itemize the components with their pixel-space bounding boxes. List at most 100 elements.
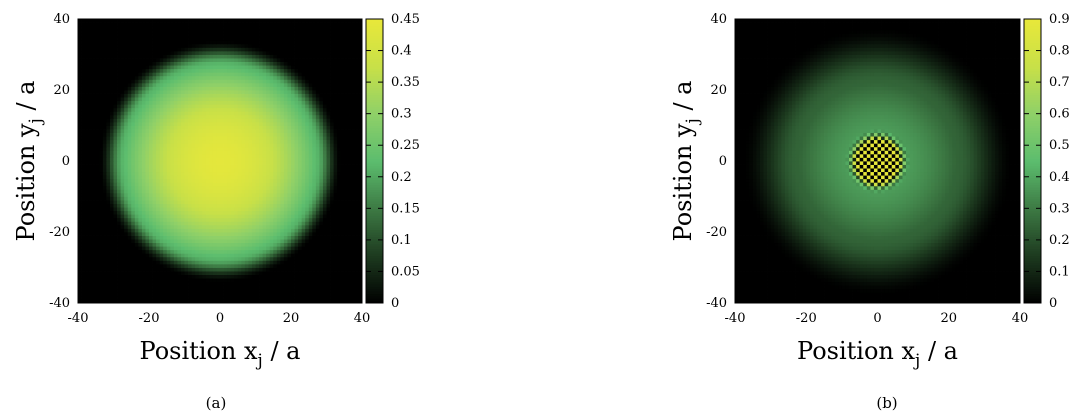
heatmap-cell [180, 136, 185, 141]
heatmap-cell [149, 217, 153, 222]
heatmap-cell [159, 203, 164, 208]
heatmap-cell [159, 90, 164, 94]
heatmap-cell [81, 292, 86, 297]
heatmap-cell [124, 288, 129, 293]
heatmap-cell [113, 263, 118, 268]
heatmap-cell [127, 217, 132, 222]
heatmap-cell [209, 143, 214, 148]
heatmap-cell [301, 139, 306, 144]
heatmap-cell [312, 299, 317, 304]
heatmap-cell [344, 210, 349, 215]
heatmap-cell [131, 175, 136, 180]
heatmap-cell [230, 111, 235, 116]
heatmap-cell [188, 292, 192, 297]
heatmap-cell [266, 217, 271, 222]
heatmap-cell [220, 256, 224, 261]
heatmap-cell [184, 86, 189, 91]
heatmap-cell [301, 221, 306, 226]
heatmap-cell [180, 210, 185, 215]
heatmap-cell [109, 104, 114, 109]
heatmap-cell [131, 153, 136, 158]
heatmap-cell [280, 132, 285, 137]
heatmap-cell [301, 161, 306, 165]
heatmap-cell [315, 214, 320, 219]
heatmap-cell [78, 82, 82, 87]
heatmap-cell [202, 100, 207, 105]
heatmap-cell [326, 168, 331, 173]
heatmap-cell [198, 97, 203, 102]
heatmap-cell [145, 168, 150, 173]
heatmap-cell [358, 90, 363, 94]
heatmap-cell [251, 125, 256, 130]
heatmap-cell [220, 196, 224, 201]
heatmap-cell [124, 260, 129, 265]
heatmap-cell [212, 125, 217, 130]
heatmap-cell [283, 178, 288, 183]
heatmap-cell [354, 175, 359, 180]
heatmap-cell [273, 90, 278, 94]
heatmap-cell [248, 217, 253, 222]
heatmap-cell [227, 221, 232, 226]
heatmap-cell [202, 235, 207, 240]
heatmap-cell [152, 121, 157, 126]
heatmap-cell [251, 132, 256, 137]
heatmap-cell [163, 200, 168, 204]
heatmap-cell [340, 224, 345, 229]
heatmap-cell [145, 97, 150, 102]
heatmap-cell [344, 256, 349, 261]
heatmap-cell [113, 153, 118, 158]
heatmap-cell [88, 168, 93, 173]
heatmap-cell [195, 271, 200, 275]
heatmap-cell [223, 278, 228, 283]
heatmap-cell [322, 267, 327, 272]
heatmap-cell [209, 285, 214, 290]
heatmap-cell [259, 203, 263, 208]
heatmap-cell [149, 192, 153, 197]
heatmap-cell [156, 82, 161, 87]
heatmap-cell [184, 146, 189, 151]
heatmap-cell [124, 207, 129, 212]
heatmap-cell [173, 253, 178, 258]
heatmap-cell [152, 178, 157, 183]
heatmap-cell [283, 299, 288, 304]
heatmap-cell [330, 150, 334, 155]
heatmap-cell [99, 178, 104, 183]
heatmap-cell [177, 132, 182, 137]
heatmap-cell [262, 121, 267, 126]
heatmap-cell [205, 104, 210, 109]
heatmap-cell [117, 136, 121, 141]
heatmap-cell [141, 97, 146, 102]
heatmap-cell [326, 242, 331, 247]
heatmap-cell [131, 114, 136, 119]
heatmap-cell [106, 207, 111, 212]
heatmap-cell [99, 111, 104, 116]
heatmap-cell [170, 292, 175, 297]
heatmap-cell [202, 114, 207, 119]
heatmap-cell [156, 175, 161, 180]
heatmap-cell [188, 196, 192, 201]
heatmap-cell [173, 157, 178, 162]
heatmap-cell [109, 178, 114, 183]
heatmap-cell [326, 125, 331, 130]
heatmap-cell [298, 121, 303, 126]
heatmap-cell [95, 125, 100, 130]
heatmap-cell [202, 214, 207, 219]
heatmap-cell [177, 185, 182, 190]
heatmap-cell [92, 189, 97, 194]
heatmap-cell [184, 263, 189, 268]
heatmap-cell [173, 132, 178, 137]
heatmap-cell [156, 192, 161, 197]
heatmap-cell [273, 232, 278, 236]
heatmap-cell [322, 256, 327, 261]
heatmap-cell [109, 189, 114, 194]
heatmap-cell [173, 86, 178, 91]
heatmap-cell [298, 281, 303, 286]
heatmap-cell [276, 114, 281, 119]
heatmap-cell [209, 249, 214, 254]
heatmap-cell [220, 228, 224, 233]
heatmap-cell [95, 271, 100, 275]
heatmap-cell [85, 161, 90, 165]
heatmap-cell [340, 114, 345, 119]
heatmap-cell [145, 93, 150, 98]
heatmap-cell [188, 253, 192, 258]
